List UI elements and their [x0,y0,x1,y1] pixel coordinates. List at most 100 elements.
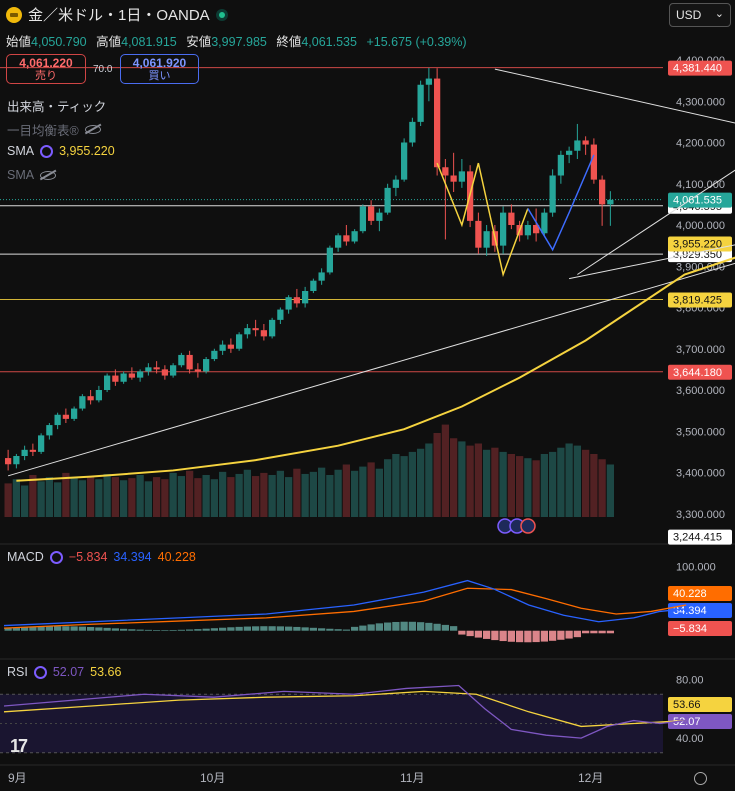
volume-bar [334,469,342,517]
rsi-ma-value: 53.66 [90,665,122,679]
sma2-indicator[interactable]: SMA [7,168,57,182]
sma-line [16,256,735,482]
price-tick-label: 4,000.000 [676,220,725,232]
macd-hist-bar [433,623,441,631]
ichimoku-indicator[interactable]: 一目均衡表® [7,120,101,139]
volume-bar [111,477,119,517]
volume-bar [186,470,194,517]
volume-bar [375,468,383,517]
macd-legend[interactable]: MACD −5.834 34.394 40.228 [7,550,196,564]
candle-body [137,371,144,378]
volume-bar [309,471,317,517]
volume-bar [499,451,507,517]
candle-body [236,334,243,349]
macd-label: MACD [7,550,44,564]
volume-bar [62,472,70,517]
volume-bar [177,476,185,517]
macd-hist-bar [425,622,433,631]
candle-body [359,206,366,232]
candle-body [54,414,61,426]
eye-hidden-icon[interactable] [84,125,101,134]
macd-hist-bar [375,623,383,631]
macd-hist-bar [408,621,416,631]
volume-bar [235,473,243,517]
volume-bar [301,473,309,517]
high-value: 4,081.915 [121,35,177,49]
volume-bar [276,470,284,517]
macd-signal-value: 40.228 [157,550,196,564]
volume-bar [318,467,326,517]
macd-hist-bar [326,628,334,631]
zigzag-yellow [436,162,529,278]
sma-indicator[interactable]: SMA 3,955.220 [7,144,115,158]
candle-body [244,328,251,335]
candle-body [483,231,490,248]
candle-body [442,167,449,176]
rsi-label: 52.07 [673,716,701,728]
buy-label: 買い [148,70,171,82]
buy-button[interactable]: 4,061.920 買い [120,54,199,84]
volume-bar [524,458,532,517]
candle-body [557,154,564,176]
low-label: 安値 [186,35,212,49]
volume-bar [359,466,367,517]
volume-bar [466,445,474,517]
trendline [494,68,735,124]
macd-hist-bar [540,630,548,642]
sell-button[interactable]: 4,061.220 売り [6,54,86,84]
candle-body [384,187,391,213]
volume-bar [144,481,152,517]
volume-bar [400,456,408,517]
volume-bar [532,460,540,517]
macd-hist-bar [268,626,276,631]
volume-bar [202,475,210,517]
macd-hist-bar [210,628,218,631]
ohlc-legend: 始値4,050.790 高値4,081.915 安値3,997.985 終値4,… [6,31,473,50]
spread-value: 70.0 [93,64,113,75]
macd-hist-bar [227,627,235,631]
volume-indicator[interactable]: 出来高・ティック [7,96,106,115]
time-axis-label: 12月 [578,771,603,785]
candle-body [293,297,300,304]
rsi-label-bg [668,714,732,729]
trendline [577,169,735,275]
sma-label: SMA [7,144,35,158]
macd-hist-bar [606,630,614,634]
sell-label: 売り [35,70,57,82]
candle-body [302,291,309,304]
macd-hist-bar [260,626,268,631]
macd-hist-bar [285,626,293,631]
level-label-bg [668,292,732,308]
volume-bar [590,454,598,517]
candle-body [128,373,135,378]
macd-hist-bar [573,630,581,638]
candle-body [79,396,86,409]
volume-bar [169,472,177,517]
volume-bar [210,479,218,517]
currency-select[interactable]: USD ⌄ [669,3,731,27]
macd-hist-bar [12,627,20,631]
gear-icon[interactable] [694,772,707,785]
volume-bar [474,443,482,517]
volume-bar [70,478,78,517]
rsi-ma-line [3,690,687,728]
macd-signal-line [3,587,687,629]
macd-label: 34.394 [673,605,707,617]
market-open-icon [215,8,228,21]
rsi-legend[interactable]: RSI 52.07 53.66 [7,665,121,679]
eye-hidden-icon[interactable] [40,170,57,180]
volume-bar [4,483,12,517]
macd-label-bg [668,621,732,636]
macd-hist-bar [45,626,53,631]
trendline [569,244,735,280]
macd-hist-bar [128,629,136,631]
candle-body [450,175,457,182]
price-label: 4,061.535 [673,195,722,207]
macd-hist-bar [400,621,408,631]
symbol-title[interactable]: 金／米ドル・1日・OANDA [28,7,210,24]
macd-hist-bar [450,626,458,631]
candle-body [475,220,482,248]
buy-price: 4,061.920 [132,56,187,70]
volume-bar [342,464,350,517]
